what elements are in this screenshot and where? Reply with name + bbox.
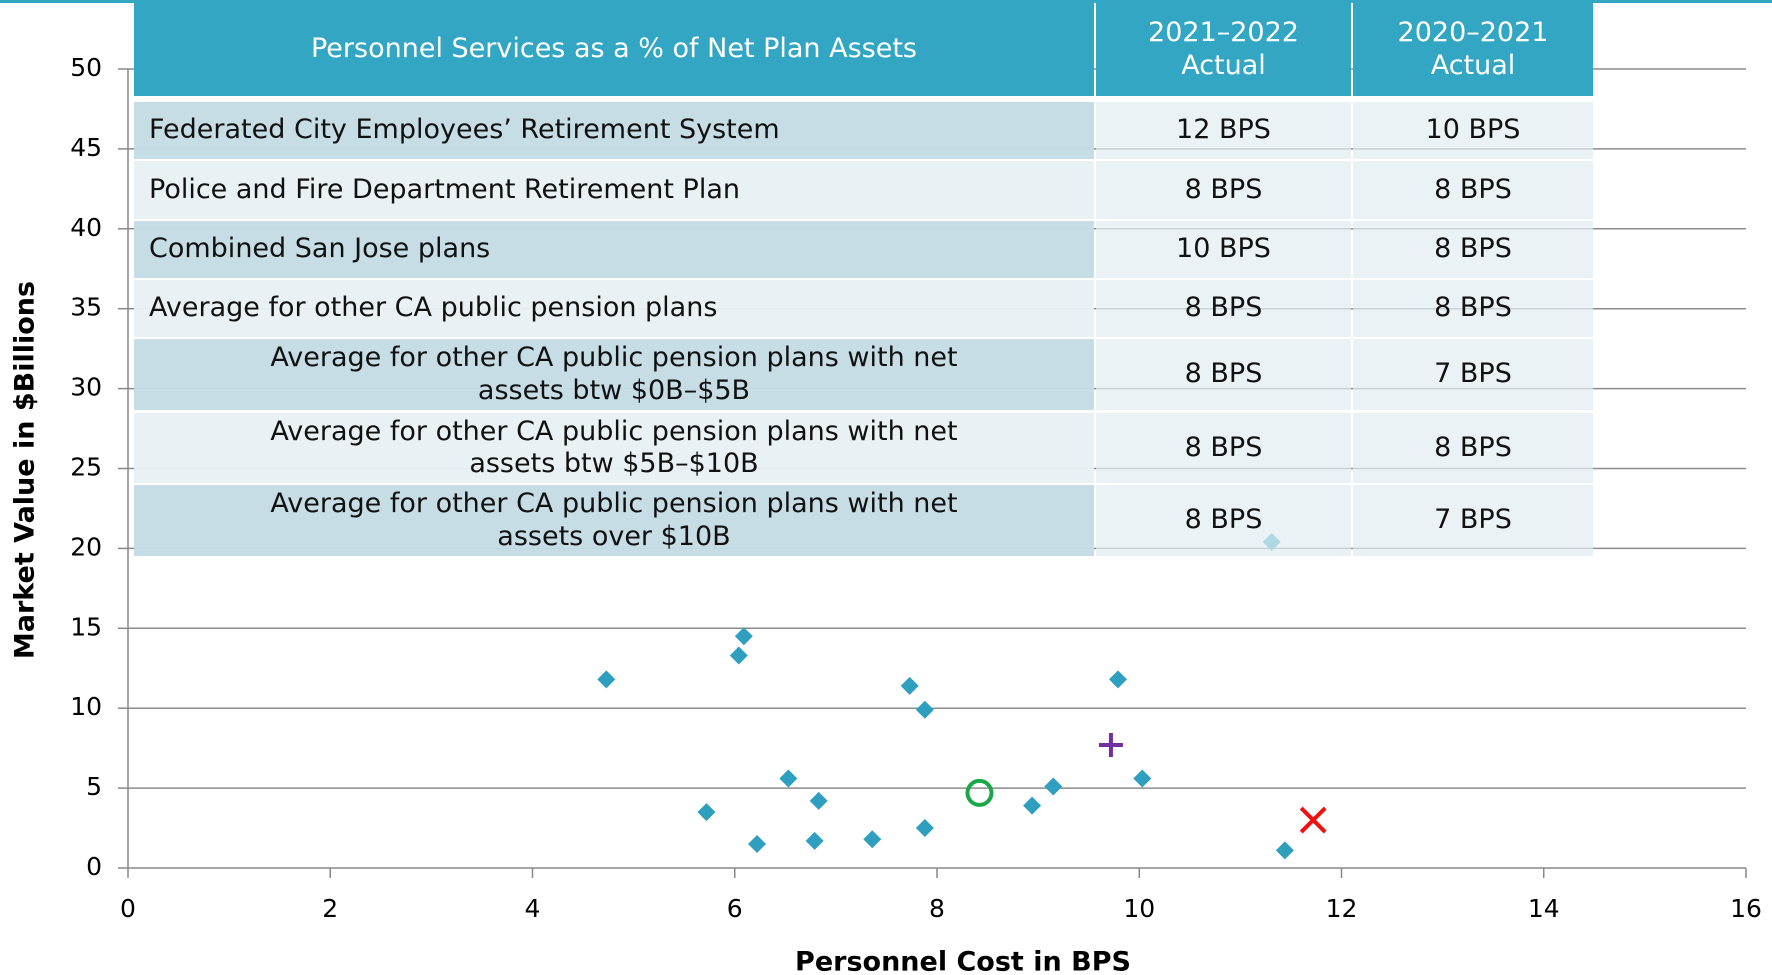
point	[747, 835, 766, 854]
cell-text: 8 BPS	[1184, 173, 1263, 205]
point	[809, 791, 828, 810]
cell-text: 7 BPS	[1434, 358, 1512, 390]
cell-text: 8 BPS	[1184, 504, 1263, 536]
table-cell: 8 BPS	[1096, 485, 1351, 556]
table-cell: 8 BPS	[1096, 280, 1351, 337]
cell-text: 8 BPS	[1434, 431, 1512, 463]
table-cell: Federated City Employees’ Retirement Sys…	[134, 102, 1094, 159]
cell-text: 2021–2022 Actual	[1148, 17, 1299, 81]
point	[697, 803, 716, 822]
point	[1109, 670, 1128, 689]
y-tick-label: 10	[70, 692, 102, 721]
y-tick-label: 35	[70, 293, 102, 322]
point	[734, 627, 753, 646]
point	[1044, 777, 1063, 796]
cell-text: 10 BPS	[1176, 233, 1271, 265]
cell-text: 8 BPS	[1434, 292, 1512, 324]
table-cell: Average for other CA public pension plan…	[134, 339, 1094, 410]
cell-text: Personnel Services as a % of Net Plan As…	[310, 33, 917, 65]
point	[729, 646, 748, 665]
cell-text: 8 BPS	[1184, 431, 1263, 463]
point	[915, 819, 934, 838]
table-cell: 8 BPS	[1353, 280, 1593, 337]
table-cell: Combined San Jose plans	[134, 221, 1094, 278]
y-tick-label: 30	[70, 373, 102, 402]
x-tick-label: 14	[1528, 894, 1560, 923]
y-tick-label: 0	[86, 852, 102, 881]
point	[1133, 769, 1152, 788]
cell-text: Average for other CA public pension plan…	[149, 292, 718, 324]
point	[965, 778, 994, 807]
cell-text: 8 BPS	[1184, 292, 1263, 324]
x-tick-label: 16	[1730, 894, 1762, 923]
point	[1299, 806, 1327, 834]
x-axis-title: Personnel Cost in BPS	[795, 947, 1131, 975]
x-tick-label: 2	[322, 894, 338, 923]
x-tick-label: 0	[120, 894, 136, 923]
y-tick-label: 20	[70, 532, 102, 561]
table-cell: 2020–2021 Actual	[1353, 3, 1593, 96]
cell-text: Average for other CA public pension plan…	[270, 342, 958, 406]
point	[1275, 841, 1294, 860]
point	[779, 769, 798, 788]
table-cell: 7 BPS	[1353, 339, 1593, 410]
y-tick-label: 40	[70, 213, 102, 242]
table-cell: 8 BPS	[1353, 221, 1593, 278]
top-border	[0, 0, 1772, 3]
table-cell: Average for other CA public pension plan…	[134, 413, 1094, 483]
cell-text: 12 BPS	[1176, 114, 1271, 146]
table-cell: 8 BPS	[1096, 339, 1351, 410]
point	[915, 700, 934, 719]
point	[1098, 732, 1123, 757]
y-tick-label: 50	[70, 53, 102, 82]
table-cell: 2021–2022 Actual	[1096, 3, 1351, 96]
point	[863, 830, 882, 849]
cell-text: Average for other CA public pension plan…	[270, 488, 958, 552]
cell-text: 2020–2021 Actual	[1397, 17, 1549, 81]
cell-text: Federated City Employees’ Retirement Sys…	[149, 114, 780, 146]
table-cell: Police and Fire Department Retirement Pl…	[134, 161, 1094, 219]
table-cell: Personnel Services as a % of Net Plan As…	[134, 3, 1094, 96]
cell-text: Combined San Jose plans	[149, 233, 491, 265]
cell-text: 10 BPS	[1425, 114, 1521, 146]
table-cell: 8 BPS	[1353, 413, 1593, 483]
x-tick-label: 6	[727, 894, 743, 923]
point	[597, 670, 616, 689]
table-cell: 10 BPS	[1096, 221, 1351, 278]
y-tick-label: 5	[86, 772, 102, 801]
table-cell: 10 BPS	[1353, 102, 1593, 159]
cell-text: 8 BPS	[1184, 358, 1263, 390]
cell-text: 8 BPS	[1434, 173, 1512, 205]
table-cell: 8 BPS	[1096, 413, 1351, 483]
cell-text: Police and Fire Department Retirement Pl…	[149, 173, 740, 205]
y-tick-label: 15	[70, 612, 102, 641]
x-tick-label: 10	[1123, 894, 1155, 923]
cell-text: 8 BPS	[1434, 233, 1512, 265]
table-cell: 7 BPS	[1353, 485, 1593, 556]
table-cell: Average for other CA public pension plan…	[134, 485, 1094, 556]
table-cell: 8 BPS	[1353, 161, 1593, 219]
table-cell: 12 BPS	[1096, 102, 1351, 159]
cell-text: 7 BPS	[1434, 504, 1512, 536]
point	[900, 676, 919, 695]
x-tick-label: 12	[1326, 894, 1358, 923]
y-axis-title: Market Value in $Billions	[10, 281, 41, 659]
cell-text: Average for other CA public pension plan…	[270, 415, 958, 479]
point	[1023, 796, 1042, 815]
x-tick-label: 4	[525, 894, 541, 923]
x-tick-label: 8	[929, 894, 945, 923]
y-tick-label: 25	[70, 453, 102, 482]
table-cell: 8 BPS	[1096, 161, 1351, 219]
table-cell: Average for other CA public pension plan…	[134, 280, 1094, 337]
y-tick-label: 45	[70, 133, 102, 162]
point	[805, 831, 824, 850]
